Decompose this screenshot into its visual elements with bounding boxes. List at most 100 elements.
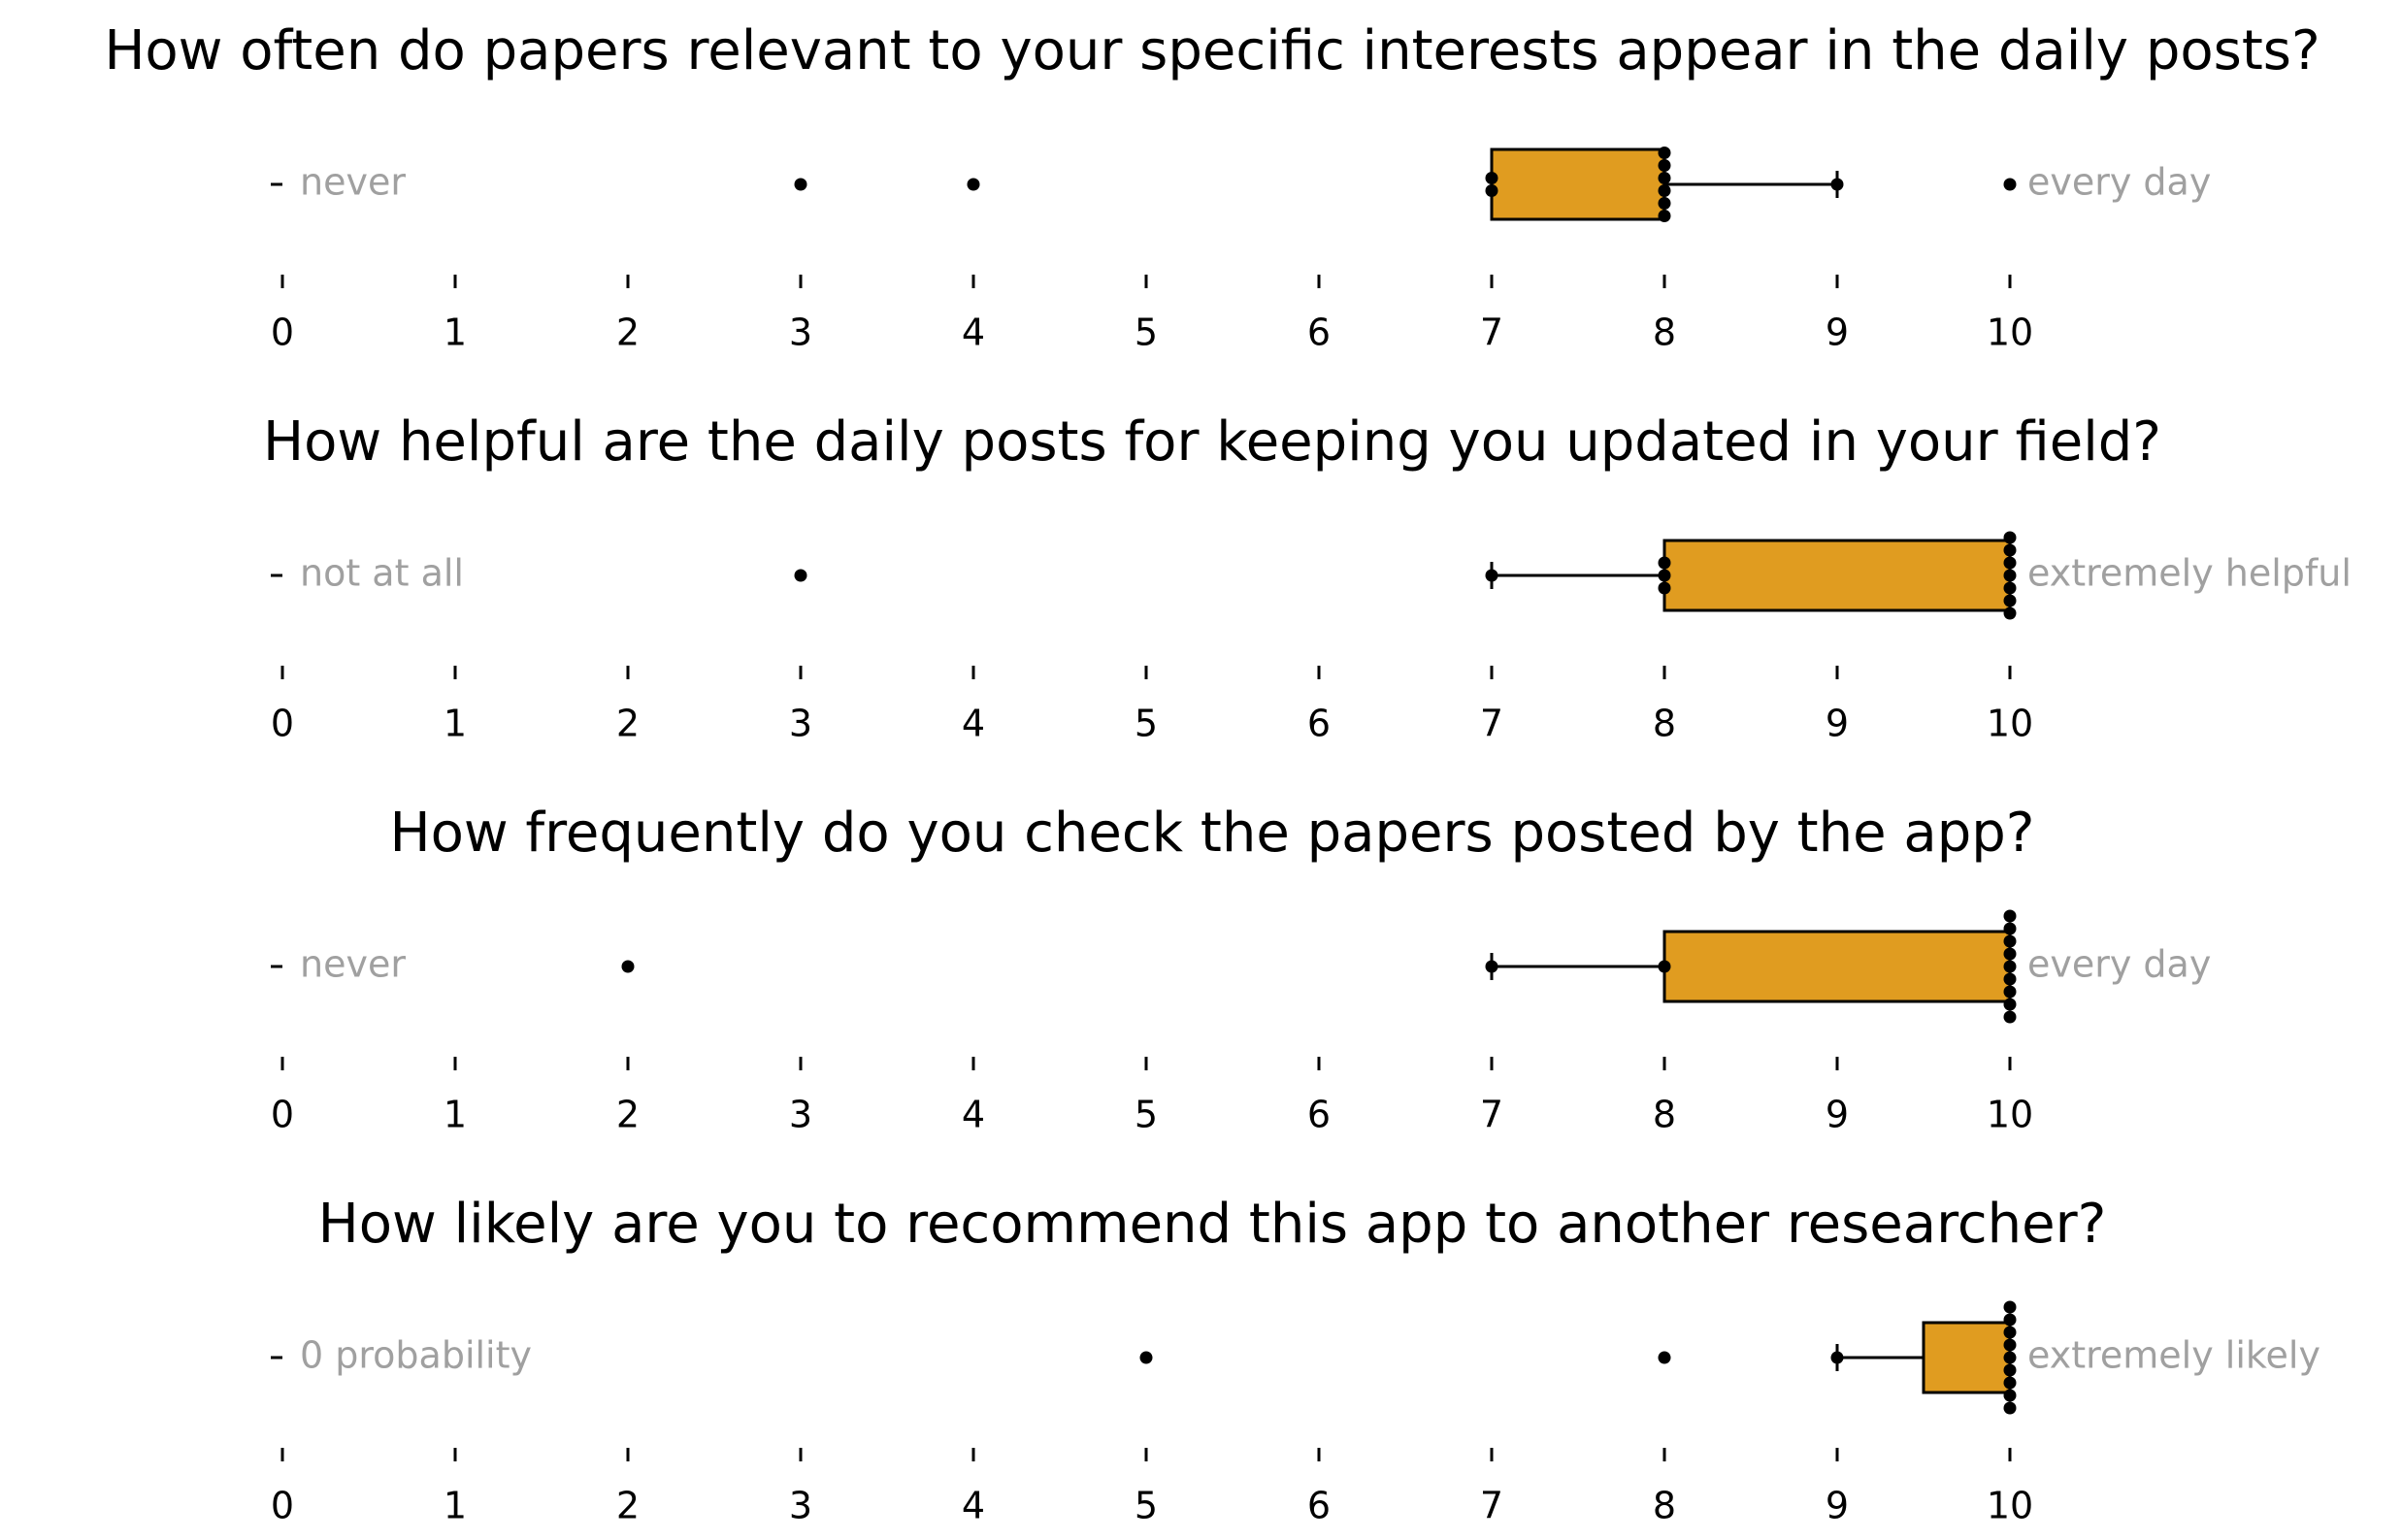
data-point xyxy=(1830,1351,1844,1364)
data-point xyxy=(2003,569,2017,582)
data-point xyxy=(1485,184,1498,197)
anchor-high-label: every day xyxy=(2027,943,2211,986)
data-point xyxy=(1139,1351,1153,1364)
chart-title: How helpful are the daily posts for keep… xyxy=(263,410,2161,474)
x-tick-label: 8 xyxy=(1653,311,1676,354)
data-point xyxy=(2003,1363,2017,1377)
x-tick-label: 10 xyxy=(1987,1094,2033,1136)
data-point xyxy=(2003,947,2017,961)
data-point xyxy=(2003,1010,2017,1024)
data-point xyxy=(2003,581,2017,595)
x-tick-label: 4 xyxy=(962,311,985,354)
anchor-low-label: 0 probability xyxy=(300,1334,532,1377)
chart-title: How likely are you to recommend this app… xyxy=(318,1193,2107,1256)
x-tick-label: 4 xyxy=(962,1094,985,1136)
x-tick-label: 1 xyxy=(444,1485,467,1527)
data-point xyxy=(1830,178,1844,191)
data-point xyxy=(2003,922,2017,935)
x-tick-label: 0 xyxy=(271,311,294,354)
data-point xyxy=(2003,985,2017,999)
x-tick-label: 0 xyxy=(271,703,294,745)
x-tick-label: 8 xyxy=(1653,1094,1676,1136)
data-point xyxy=(1658,569,1671,582)
data-point xyxy=(794,178,807,191)
box xyxy=(1662,930,2012,1003)
data-point xyxy=(1485,172,1498,184)
data-point xyxy=(1658,172,1671,184)
box xyxy=(1490,147,1666,221)
data-point xyxy=(2003,606,2017,620)
chart-panel-1: How often do papers relevant to your spe… xyxy=(104,19,2320,353)
x-tick-label: 7 xyxy=(1480,703,1503,745)
anchor-low-label: never xyxy=(300,943,406,986)
data-point xyxy=(2003,178,2017,191)
chart-panel-3: How frequently do you check the papers p… xyxy=(271,802,2211,1135)
x-tick-label: 6 xyxy=(1307,1485,1331,1527)
x-tick-label: 7 xyxy=(1480,311,1503,354)
data-point xyxy=(1658,210,1671,222)
data-point xyxy=(1658,581,1671,595)
x-tick-label: 9 xyxy=(1826,1094,1849,1136)
x-tick-label: 6 xyxy=(1307,703,1331,745)
x-tick-label: 3 xyxy=(789,1485,812,1527)
x-tick-label: 5 xyxy=(1135,703,1158,745)
box xyxy=(1662,539,2012,612)
x-tick-label: 7 xyxy=(1480,1094,1503,1136)
x-tick-label: 6 xyxy=(1307,1094,1331,1136)
data-point xyxy=(2003,972,2017,986)
x-tick-label: 1 xyxy=(444,311,467,354)
data-point xyxy=(2003,531,2017,544)
x-tick-label: 9 xyxy=(1826,311,1849,354)
data-point xyxy=(2003,543,2017,557)
x-tick-label: 10 xyxy=(1987,703,2033,745)
data-point xyxy=(621,960,635,973)
data-point xyxy=(1658,556,1671,570)
data-point xyxy=(967,178,980,191)
data-point xyxy=(1658,1351,1671,1364)
data-point xyxy=(794,569,807,582)
x-tick-label: 5 xyxy=(1135,1094,1158,1136)
x-tick-label: 4 xyxy=(962,703,985,745)
data-point xyxy=(2003,909,2017,923)
data-point xyxy=(2003,1300,2017,1314)
data-point xyxy=(2003,1326,2017,1339)
x-tick-label: 1 xyxy=(444,703,467,745)
data-point xyxy=(1658,184,1671,197)
x-tick-label: 10 xyxy=(1987,1485,2033,1527)
x-tick-label: 5 xyxy=(1135,311,1158,354)
data-point xyxy=(1658,197,1671,210)
x-tick-label: 2 xyxy=(616,1485,640,1527)
data-point xyxy=(2003,1389,2017,1402)
x-tick-label: 3 xyxy=(789,1094,812,1136)
x-tick-label: 4 xyxy=(962,1485,985,1527)
x-tick-label: 3 xyxy=(789,311,812,354)
data-point xyxy=(2003,934,2017,948)
x-tick-label: 5 xyxy=(1135,1485,1158,1527)
anchor-low-label: never xyxy=(300,161,406,204)
data-point xyxy=(2003,1351,2017,1364)
data-point xyxy=(1485,569,1498,582)
anchor-high-label: extremely likely xyxy=(2027,1334,2320,1377)
x-tick-label: 8 xyxy=(1653,703,1676,745)
data-point xyxy=(2003,594,2017,607)
data-point xyxy=(1658,159,1671,172)
x-tick-label: 8 xyxy=(1653,1485,1676,1527)
x-tick-label: 3 xyxy=(789,703,812,745)
x-tick-label: 7 xyxy=(1480,1485,1503,1527)
data-point xyxy=(2003,1313,2017,1327)
data-point xyxy=(1485,960,1498,973)
chart-title: How often do papers relevant to your spe… xyxy=(104,19,2320,82)
chart-panel-2: How helpful are the daily posts for keep… xyxy=(263,410,2352,744)
x-tick-label: 6 xyxy=(1307,311,1331,354)
x-tick-label: 9 xyxy=(1826,1485,1849,1527)
x-tick-label: 1 xyxy=(444,1094,467,1136)
data-point xyxy=(2003,1338,2017,1352)
x-tick-label: 2 xyxy=(616,311,640,354)
data-point xyxy=(2003,556,2017,570)
x-tick-label: 0 xyxy=(271,1485,294,1527)
data-point xyxy=(2003,1401,2017,1415)
chart-panel-4: How likely are you to recommend this app… xyxy=(271,1193,2320,1526)
data-point xyxy=(2003,1376,2017,1390)
data-point xyxy=(1658,147,1671,159)
